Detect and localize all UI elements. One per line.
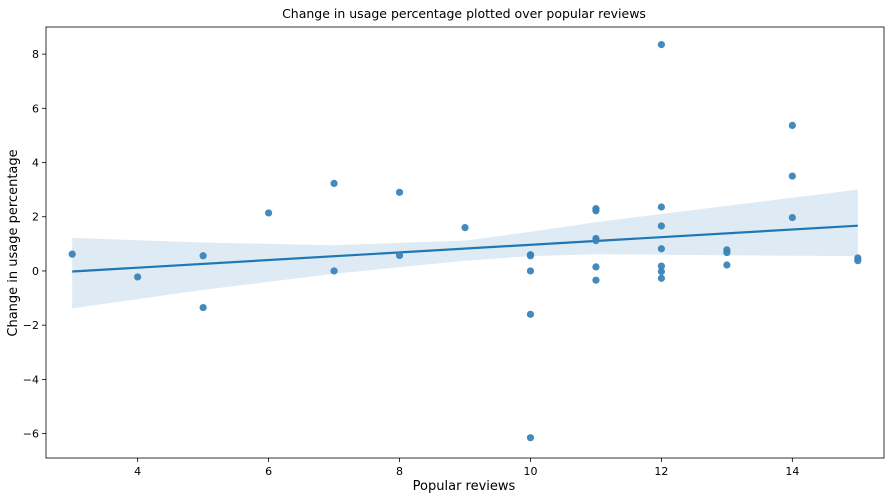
regression-line-layer (72, 224, 858, 273)
x-tick-label: 10 (523, 465, 537, 478)
scatter-point (657, 245, 666, 253)
scatter-point (854, 257, 862, 265)
scatter-point (461, 223, 469, 232)
plot-frame (45, 26, 885, 459)
y-axis-label: Change in usage percentage (6, 149, 21, 336)
scatter-point (657, 41, 666, 49)
scatter-points-layer (68, 41, 862, 442)
scatter-point (592, 207, 600, 215)
scatter-point (526, 267, 535, 275)
chart-title: Change in usage percentage plotted over … (282, 6, 646, 21)
scatter-point (526, 252, 535, 260)
scatter-point (788, 121, 796, 129)
y-tick-label: 0 (32, 265, 39, 278)
x-tick-label: 14 (785, 465, 799, 478)
scatter-point (526, 310, 535, 318)
scatter-point (199, 303, 207, 312)
x-tick-label: 4 (134, 465, 141, 478)
x-axis-label: Popular reviews (413, 479, 516, 494)
scatter-point (330, 179, 338, 188)
x-tick-label: 6 (265, 465, 272, 478)
y-tick-label: −2 (23, 319, 39, 332)
scatter-point (788, 172, 796, 180)
y-tick-label: −4 (23, 373, 39, 386)
y-tick-label: −6 (23, 428, 39, 441)
scatter-point (723, 261, 731, 269)
scatter-point (592, 263, 600, 271)
y-tick-label: 8 (32, 48, 39, 61)
x-tick-label: 12 (654, 465, 668, 478)
scatter-point (657, 267, 666, 276)
x-axis-ticks: 4 6 8 10 12 14 (134, 458, 799, 478)
scatter-point (788, 213, 796, 222)
scatter-point (395, 188, 404, 196)
y-axis-ticks: −6 −4 −2 0 2 4 6 8 (23, 48, 46, 441)
regression-line (72, 224, 858, 273)
scatter-point (526, 434, 535, 442)
scatter-point (657, 203, 666, 211)
scatter-point (657, 274, 666, 282)
scatter-point (657, 262, 666, 270)
scatter-point (199, 252, 207, 260)
scatter-point (723, 248, 731, 257)
scatter-point (68, 250, 76, 258)
scatter-point (657, 222, 666, 230)
y-tick-label: 6 (32, 102, 39, 115)
scatter-point (592, 276, 600, 284)
y-tick-label: 4 (32, 157, 39, 170)
scatter-point (330, 267, 338, 275)
scatter-point (134, 273, 142, 281)
scatter-point (264, 209, 273, 217)
scatter-point (592, 237, 600, 245)
x-tick-label: 8 (396, 465, 403, 478)
scatter-point (395, 251, 404, 260)
y-tick-label: 2 (32, 211, 39, 224)
